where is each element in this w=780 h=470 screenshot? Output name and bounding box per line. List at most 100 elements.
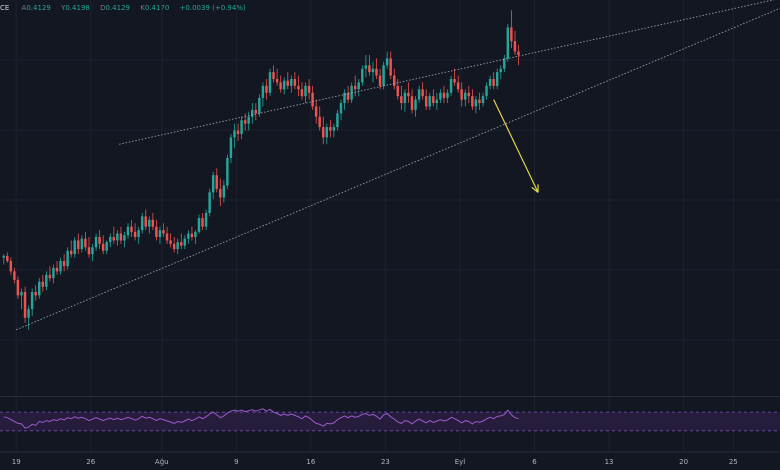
candle (481, 92, 485, 107)
candle-body (112, 237, 115, 241)
candle-body (41, 281, 44, 287)
candle (240, 116, 243, 140)
candle-body (346, 92, 350, 100)
candle-body (307, 85, 311, 93)
candle (23, 286, 27, 323)
candle-body (421, 89, 424, 97)
upper-trendline[interactable] (119, 0, 780, 145)
candle (339, 99, 343, 121)
low-value: 0.4129 (105, 4, 130, 12)
candle (91, 243, 94, 262)
candle-body (148, 219, 151, 227)
candle-body (165, 233, 169, 241)
candle (492, 72, 495, 90)
candle (144, 209, 147, 231)
candle (233, 123, 236, 148)
candle (59, 257, 62, 275)
x-tick-label: 26 (86, 458, 95, 466)
candle (27, 305, 30, 330)
candle (435, 92, 439, 110)
candle-body (311, 92, 314, 107)
candle-body (229, 137, 233, 158)
candle (424, 89, 428, 110)
candle-body (424, 96, 428, 107)
candle-body (339, 103, 343, 114)
candle-body (176, 242, 179, 250)
candle-body (361, 68, 364, 83)
candle (180, 233, 183, 250)
x-tick-label: Eyl (455, 458, 466, 466)
candle (66, 247, 69, 270)
candle-body (272, 72, 275, 79)
candle-body (279, 82, 282, 90)
candle-body (130, 226, 133, 232)
arrow-head[interactable] (531, 186, 539, 193)
candle-body (332, 127, 336, 131)
candle-body (243, 120, 247, 124)
candle (474, 96, 478, 114)
candle-body (400, 96, 403, 104)
candle (385, 51, 389, 69)
candle-body (30, 291, 34, 310)
rsi-pane[interactable] (0, 396, 780, 432)
candle-body (116, 233, 119, 241)
candle-body (137, 230, 140, 237)
candle-body (183, 238, 186, 246)
candle-body (357, 82, 360, 90)
candle-body (62, 261, 66, 267)
candle (41, 274, 44, 292)
candle (282, 77, 286, 95)
candle (414, 96, 417, 117)
projection-arrow[interactable] (493, 99, 539, 193)
symbol-label[interactable]: CE (0, 4, 10, 12)
candle-body (109, 237, 112, 243)
candle-body (194, 231, 197, 237)
candle (229, 133, 233, 164)
candle-body (403, 92, 407, 104)
candle-body (275, 79, 279, 83)
candle-body (492, 79, 495, 86)
candle (155, 219, 158, 241)
candle (428, 92, 431, 110)
candle (158, 226, 162, 244)
candle-body (73, 240, 76, 255)
candle (187, 230, 190, 244)
candle-body (151, 219, 155, 227)
candle (272, 65, 275, 83)
candle (55, 261, 59, 275)
candle (251, 103, 254, 124)
candle-body (140, 216, 144, 231)
candle-body (219, 188, 222, 198)
candle-body (2, 255, 5, 258)
candle-body (499, 68, 502, 73)
candle-body (13, 271, 16, 280)
candle (488, 75, 492, 90)
candle-body (258, 97, 261, 114)
x-tick-label: 16 (306, 458, 315, 466)
candle (48, 266, 52, 282)
candle (226, 154, 229, 189)
candle (80, 235, 84, 253)
candle-body (460, 89, 463, 100)
candle-body (442, 92, 446, 98)
candle (485, 82, 488, 100)
candle-body (6, 255, 9, 262)
candle-body (435, 99, 439, 104)
candle-body (16, 279, 20, 296)
x-axis[interactable]: 19 26 Ağu 9 16 23 Eyl 6 13 20 25 (0, 451, 780, 470)
drawings[interactable] (16, 0, 780, 331)
candle (460, 82, 463, 107)
arrow-shaft[interactable] (493, 99, 539, 193)
candle-body (371, 68, 375, 73)
candle (400, 85, 403, 110)
candle (325, 123, 328, 145)
candle (197, 214, 201, 234)
candle (449, 75, 453, 97)
candle-body (187, 233, 190, 239)
lower-trendline[interactable] (16, 0, 780, 331)
candle (133, 223, 137, 241)
candle-body (506, 27, 510, 59)
candle-body (23, 291, 27, 318)
change-value: +0.0039 (+0.94%) (179, 4, 246, 12)
